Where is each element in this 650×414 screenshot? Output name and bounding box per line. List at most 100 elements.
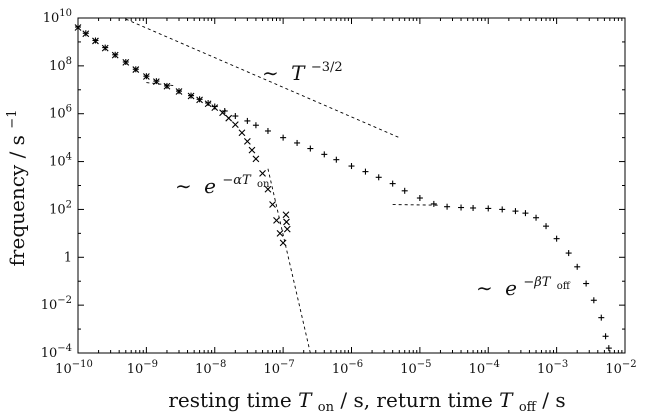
x-axis-label-part: / s [542, 388, 565, 412]
data-point-plus [280, 134, 287, 141]
tick-label-base: 10 [400, 362, 417, 377]
annotation-subscript: on [257, 179, 270, 190]
data-point-plus [430, 200, 437, 207]
data-point-cross [248, 146, 256, 154]
guide-line [146, 82, 174, 87]
data-point-plus [605, 345, 612, 352]
data-point-plus [112, 51, 119, 58]
tick-label-exponent: −9 [143, 359, 158, 370]
tick-label-exponent: −8 [212, 359, 227, 370]
axis-ticks [77, 17, 626, 354]
data-point-plus [196, 96, 203, 103]
annotation-exponent: −αT [222, 173, 252, 188]
tick-label-exponent: 8 [66, 56, 72, 67]
x-axis-label-part: resting time [168, 388, 298, 412]
x-tick-label: 10−8 [195, 359, 226, 377]
y-axis-label-superscript: −1 [5, 110, 20, 129]
data-point-plus [416, 195, 423, 202]
data-point-cross [283, 218, 290, 226]
data-point-cross [243, 137, 251, 145]
guide-line [125, 18, 400, 139]
data-point-cross [225, 114, 233, 122]
data-point-plus [444, 203, 451, 210]
data-point-plus [307, 145, 314, 152]
tick-label-exponent: −3 [554, 359, 569, 370]
data-point-plus [188, 92, 195, 99]
x-axis-label-symbol: T [298, 388, 313, 412]
tick-label-base: 10 [332, 362, 349, 377]
y-tick-label: 108 [49, 56, 72, 74]
tick-label-base: 10 [49, 202, 66, 217]
x-tick-label: 10−2 [605, 359, 636, 377]
guide-line [392, 204, 441, 206]
tick-label-base: 10 [43, 11, 60, 26]
y-tick-label: 1010 [43, 8, 72, 26]
data-point-cross [238, 129, 246, 137]
data-point-cross [282, 211, 290, 219]
tick-label-exponent: 4 [66, 152, 72, 163]
y-tick-label: 1 [64, 250, 72, 265]
x-tick-label: 10−10 [55, 359, 93, 377]
annotation-subscript: off [557, 281, 571, 292]
data-point-plus [485, 205, 492, 212]
tick-label-base: 10 [195, 362, 212, 377]
x-tick-label: 10−4 [469, 359, 500, 377]
x-tick-label: 10−6 [332, 359, 363, 377]
tick-label-exponent: 6 [66, 104, 72, 115]
data-point-plus [232, 113, 239, 120]
data-point-plus [389, 180, 396, 187]
data-point-plus [163, 82, 170, 89]
x-axis-label-subscript: off [519, 400, 538, 414]
x-axis-label-part: / s, return time [340, 388, 499, 412]
data-point-plus [143, 73, 150, 80]
data-point-plus [205, 100, 212, 107]
tick-label-base: 10 [49, 107, 66, 122]
tick-label-exponent: −7 [280, 359, 295, 370]
x-tick-label: 10−5 [400, 359, 431, 377]
annotation-tilde: ∼ [476, 276, 493, 300]
annotation-base: e [204, 174, 216, 198]
data-point-plus [321, 151, 328, 158]
tick-label-exponent: −4 [57, 343, 72, 354]
data-point-plus [499, 206, 506, 213]
data-point-plus [598, 314, 605, 321]
y-axis-label: frequency / s −1 [5, 110, 29, 267]
guide-lines [125, 18, 441, 354]
tick-label-base: 10 [469, 362, 486, 377]
tick-label-base: 10 [537, 362, 554, 377]
annotation-exponent: −3/2 [311, 60, 343, 75]
annotation-exp-on: ∼ e −αT on [175, 165, 270, 198]
data-point-cross [264, 185, 272, 193]
data-point-cross [252, 155, 260, 163]
data-point-plus [132, 66, 139, 73]
annotation-power-law: ∼ T −3/2 [262, 60, 343, 85]
data-point-plus [583, 280, 590, 287]
tick-label-exponent: −2 [622, 359, 637, 370]
tick-label-exponent: 10 [59, 8, 72, 19]
data-point-plus [375, 174, 382, 181]
tick-label-base: 10 [49, 59, 66, 74]
tick-label-base: 10 [41, 298, 58, 313]
tick-label-base: 10 [41, 346, 58, 361]
tick-label-base: 10 [49, 155, 66, 170]
data-point-plus [533, 214, 540, 221]
data-point-plus [333, 156, 340, 163]
data-point-plus [470, 204, 477, 211]
data-point-plus [244, 117, 251, 124]
x-tick-label: 10−7 [263, 359, 294, 377]
data-point-cross [283, 225, 291, 233]
data-point-plus [153, 78, 160, 85]
data-point-plus [565, 250, 572, 257]
data-point-plus [602, 333, 609, 340]
data-point-plus [574, 263, 581, 270]
tick-labels: 10−10 10−9 10−8 10−7 10−6 10−5 10−4 10−3 10−210−… [41, 8, 637, 377]
data-point-plus [348, 163, 355, 170]
tick-label-base: 10 [263, 362, 280, 377]
data-point-plus [221, 107, 228, 114]
x-axis-label-symbol: T [499, 388, 514, 412]
data-point-plus [458, 204, 465, 211]
tick-label-base: 10 [55, 362, 72, 377]
data-point-plus [553, 235, 560, 242]
tick-label-base: 10 [605, 362, 622, 377]
